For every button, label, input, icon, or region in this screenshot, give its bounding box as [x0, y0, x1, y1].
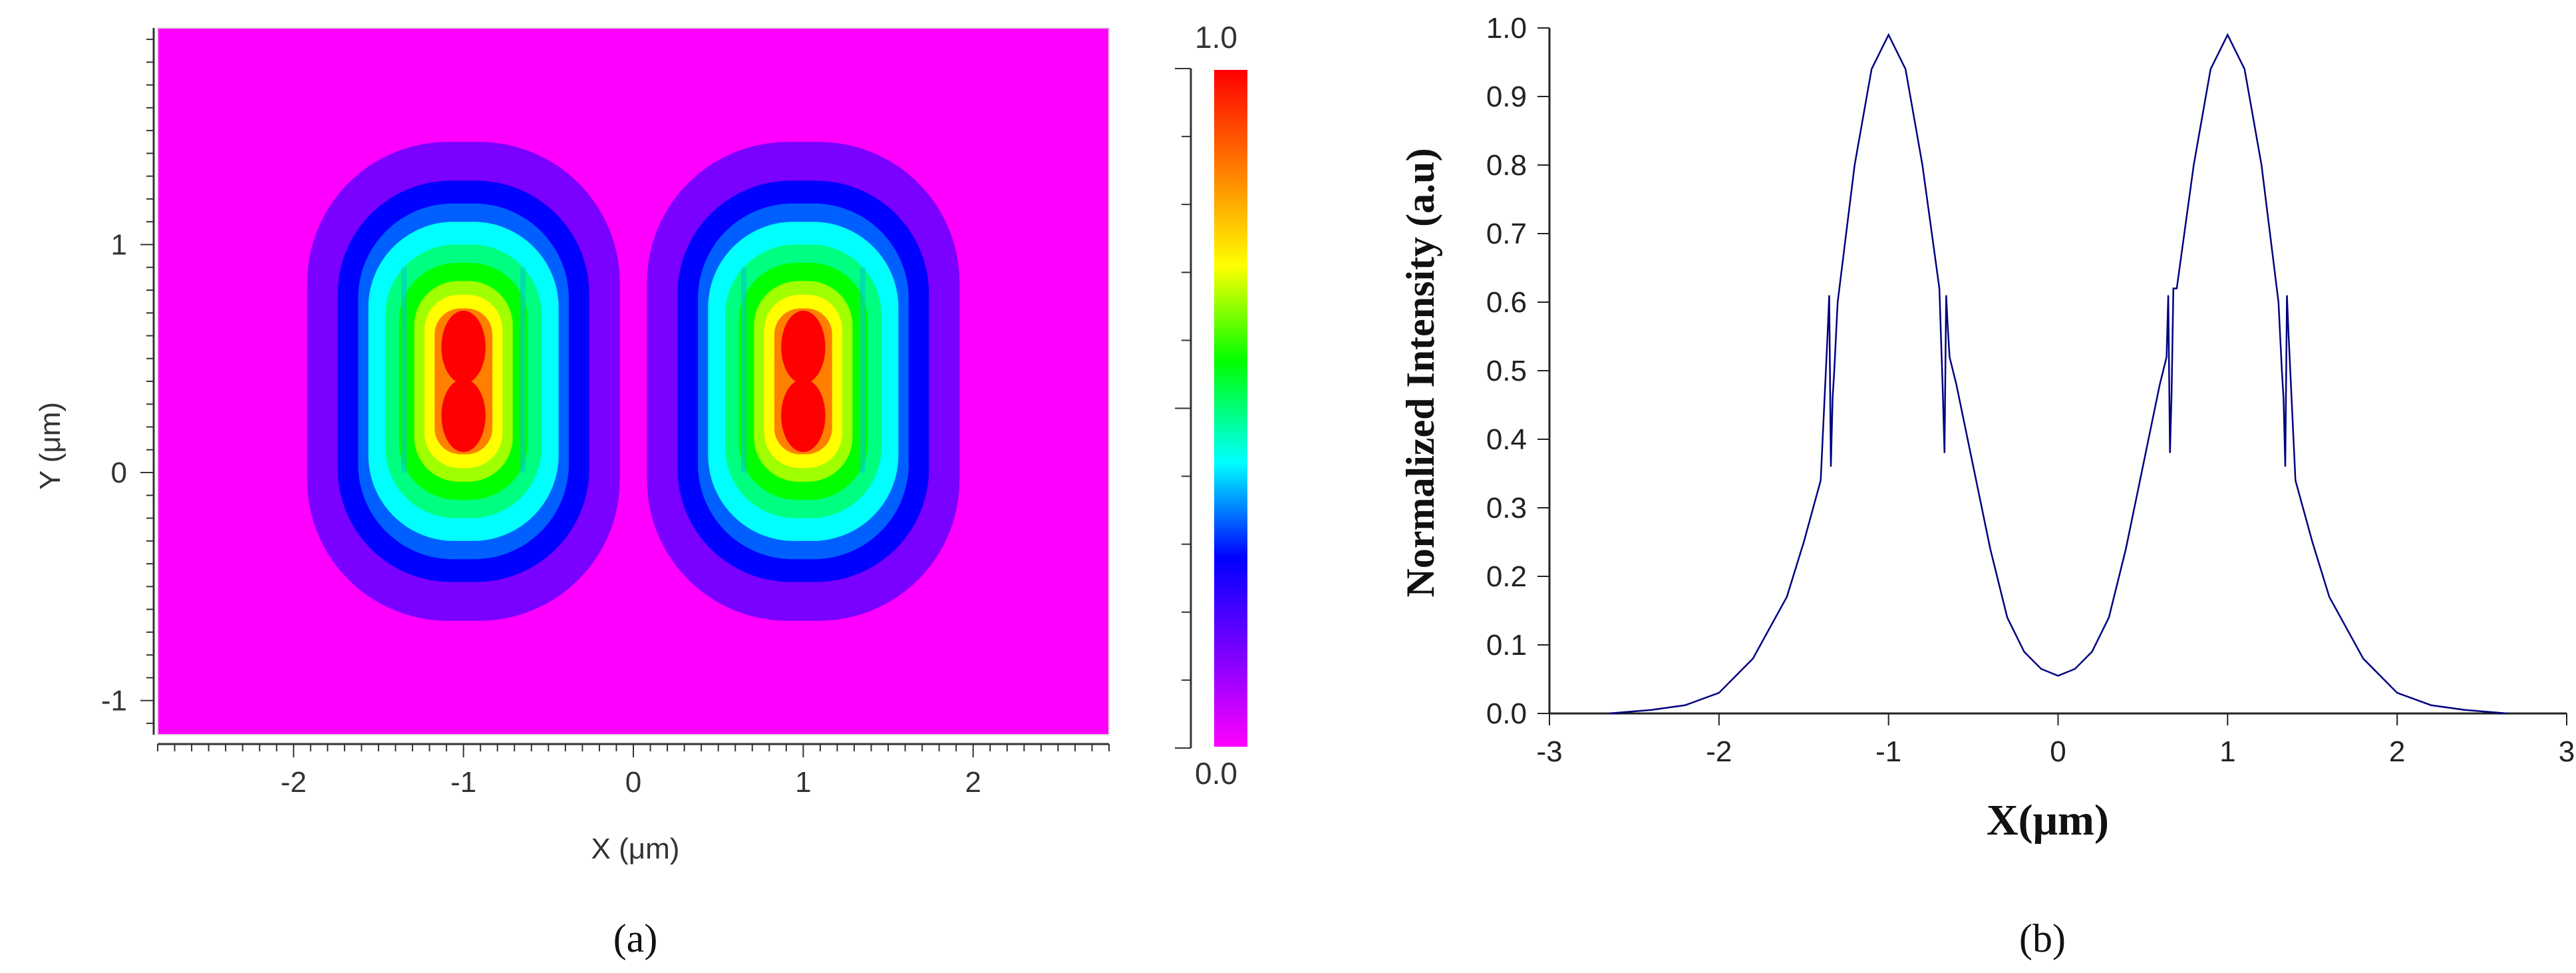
heatmap-x-tick-label: 0 — [625, 766, 641, 799]
line-chart-y-tick-label: 0.4 — [1486, 423, 1527, 456]
heatmap-peak — [781, 310, 826, 384]
panel-a-label: (a) — [613, 916, 658, 960]
heatmap-peak — [441, 379, 486, 453]
heatmap-y-tick-label: -1 — [101, 685, 127, 717]
line-chart-y-tick-label: 0.8 — [1486, 149, 1527, 182]
line-chart-y-tick-label: 0.2 — [1486, 560, 1527, 593]
heatmap-edge-stripe — [520, 267, 526, 473]
heatmap-edge-stripe — [860, 267, 866, 473]
heatmap-panel: -2 -1 0 1 2 -1 0 1 X (μm) Y (μm) 1.0 0.0 (a) — [34, 20, 1247, 960]
heatmap-x-tick-label: -2 — [281, 766, 307, 799]
heatmap-x-axis-label: X (μm) — [591, 833, 680, 865]
line-chart-y-tick-label: 0.1 — [1486, 629, 1527, 662]
intensity-series-line — [1609, 33, 2507, 715]
heatmap-y-axis-label: Y (μm) — [34, 402, 67, 490]
line-chart-y-tick-label: 0.6 — [1486, 286, 1527, 319]
heatmap-y-tick-label: 0 — [111, 457, 127, 489]
heatmap-edge-stripe — [401, 267, 407, 473]
panel-b-label: (b) — [2019, 916, 2066, 960]
line-chart-x-tick-label: -2 — [1706, 735, 1732, 768]
line-chart-y-tick-label: 0.0 — [1486, 697, 1527, 730]
line-chart-y-tick-label: 0.3 — [1486, 492, 1527, 524]
line-chart-y-tick-label: 0.5 — [1486, 355, 1527, 387]
line-chart-x-tick-label: -3 — [1536, 735, 1562, 768]
colorbar-max-label: 1.0 — [1195, 20, 1237, 55]
line-chart-x-tick-label: 2 — [2389, 735, 2405, 768]
line-chart-y-tick-label: 1.0 — [1486, 12, 1527, 45]
colorbar-min-label: 0.0 — [1195, 756, 1237, 791]
heatmap-axes: -2 -1 0 1 2 -1 0 1 — [101, 28, 1110, 799]
colorbar-ticks — [1175, 68, 1191, 749]
line-chart-x-tick-label: 1 — [2219, 735, 2235, 768]
line-chart-y-axis-label: Normalized Intensity (a.u) — [1398, 148, 1442, 598]
line-chart-y-tick-label: 0.7 — [1486, 218, 1527, 250]
heatmap-y-tick-label: 1 — [111, 228, 127, 261]
heatmap-peak — [441, 310, 486, 384]
line-chart-x-tick-label: 3 — [2559, 735, 2575, 768]
line-chart-x-axis-label: X(μm) — [1987, 796, 2109, 845]
line-chart-axes: -3 -2 -1 0 1 2 3 0.0 0.1 0.2 0.3 0.4 0.5 0.6 0.7 0.8 0.9… — [1486, 12, 2575, 768]
heatmap-x-tick-label: 1 — [795, 766, 811, 799]
heatmap-field — [158, 28, 1109, 735]
line-chart-x-tick-label: 0 — [2050, 735, 2066, 768]
line-chart-x-tick-label: -1 — [1875, 735, 1901, 768]
heatmap-x-tick-label: 2 — [965, 766, 981, 799]
line-chart-y-tick-label: 0.9 — [1486, 81, 1527, 113]
line-chart-panel: -3 -2 -1 0 1 2 3 0.0 0.1 0.2 0.3 0.4 0.5 0.6 0.7 0.8 0.9… — [1398, 12, 2575, 960]
colorbar — [1214, 70, 1247, 747]
heatmap-peak — [781, 379, 826, 453]
heatmap-edge-stripe — [740, 267, 746, 473]
heatmap-x-tick-label: -1 — [450, 766, 476, 799]
heatmap-frame — [157, 27, 1110, 735]
